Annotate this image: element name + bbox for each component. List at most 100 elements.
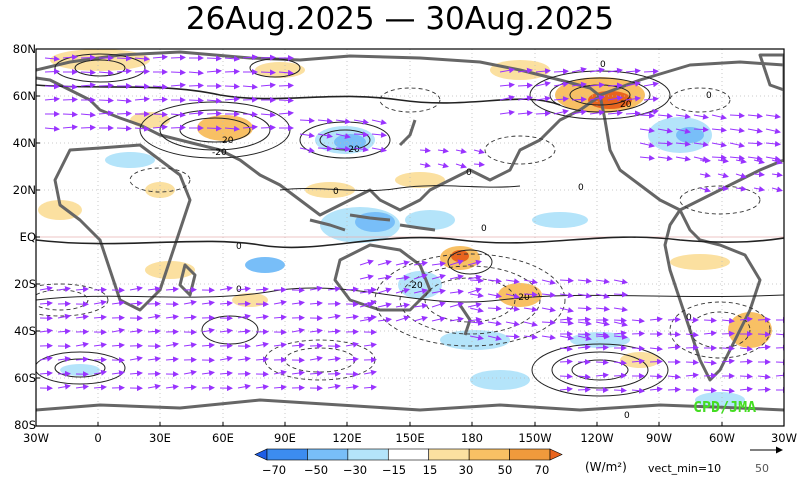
vector-arrow [260,69,276,76]
vector-arrow [255,384,269,391]
vector-arrow [353,131,369,138]
vector-arrow [335,145,351,152]
vector-arrow [469,334,484,341]
colorbar-segment [266,448,308,461]
vector-arrow [260,54,276,61]
vector-arrow [607,95,623,102]
vector-arrow [559,334,574,341]
vector-arrow [717,157,729,164]
vector-arrow [613,387,627,394]
vector-arrow [377,287,392,294]
vector-arrow [170,82,186,89]
vector-arrow [649,316,663,323]
vector-arrow [753,158,765,165]
vector-arrow [517,67,533,74]
vector-arrow [711,126,727,133]
vector-arrow [771,158,783,165]
vector-arrow [395,315,410,322]
vector-arrow [559,277,574,284]
vector-arrow [667,331,681,338]
vector-arrow [183,314,197,321]
vector-arrow [517,110,533,117]
credit-label: CPD/JMA [693,398,757,416]
vector-arrow [631,387,645,394]
colorbar-tick-label: 15 [422,463,438,477]
vector-arrow [152,96,168,103]
vector-arrow [499,94,515,101]
vector-arrow [589,82,605,89]
contour-label: -20 [212,148,227,158]
vector-arrow [487,305,502,312]
vector-arrow [57,313,71,320]
vector-arrow [747,127,763,134]
vector-arrow [309,328,323,335]
vector-arrow [577,386,591,393]
latitude-label: 20S [14,277,36,291]
vector-arrow [765,128,781,135]
vector-arrow [278,97,294,104]
vector-arrow [553,68,569,75]
vector-arrow [541,319,556,326]
vector-arrow [413,273,428,280]
colorbar-segment [549,448,563,461]
vector-arrow [577,373,591,380]
vector-arrow [371,131,387,138]
dashed-contour-lines [36,87,771,381]
vector-arrow [111,327,125,334]
vector-arrow [327,383,341,390]
vector-arrow [649,373,663,380]
vector-arrow [291,327,305,334]
vector-arrow [237,286,251,293]
vector-arrow [62,83,78,90]
vector-arrow [93,369,107,376]
latitude-label: 60S [14,371,36,385]
vector-arrow [98,82,114,89]
vector-arrow [129,370,143,377]
vector-arrow [165,314,179,321]
vector-arrow [735,185,747,192]
contour-label: 20 [620,100,632,110]
map-title: 26Aug.2025 — 30Aug.2025 [185,1,615,37]
vector-arrow [735,172,747,179]
vector-arrow [299,147,315,154]
vector-arrow [613,317,627,324]
vector-arrow [473,161,485,168]
vector-arrow [685,331,699,338]
vector-arrow [613,291,628,298]
longitude-label: 30W [22,431,50,445]
vector-arrow [152,83,168,90]
vector-arrow [757,316,771,323]
vector-arrow [613,359,627,366]
vector-arrow [111,342,125,349]
vector-arrow [523,278,538,285]
vector-arrow [188,97,204,104]
vector-arrow [363,384,377,391]
vector-arrow [717,185,729,192]
vector-arrow [345,286,359,293]
vector-arrow [455,162,467,169]
vector-arrow [219,300,233,307]
vector-arrow [395,274,410,281]
vector-arrow [116,110,132,117]
vector-arrow [44,125,60,132]
vector-arrow [643,108,659,115]
vector-arrow [260,124,276,131]
vector-arrow [62,111,78,118]
vector-arrow [523,333,538,340]
svg-text:0: 0 [578,183,584,193]
vector-arrow [721,330,735,337]
vector-arrow [129,355,143,362]
vector-arrow [721,345,735,352]
vector-arrow [273,342,287,349]
vector-arrow [93,299,107,306]
vector-arrow [39,285,53,292]
vector-arrow [75,286,89,293]
vector-arrow [469,307,484,313]
longitude-label: 120W [580,431,614,445]
vector-arrow [419,162,431,168]
vector-arrow [359,301,374,308]
vector-arrow [613,372,627,379]
vector-arrow [757,386,771,393]
colorbar [254,448,563,461]
vector-arrow [111,300,125,307]
